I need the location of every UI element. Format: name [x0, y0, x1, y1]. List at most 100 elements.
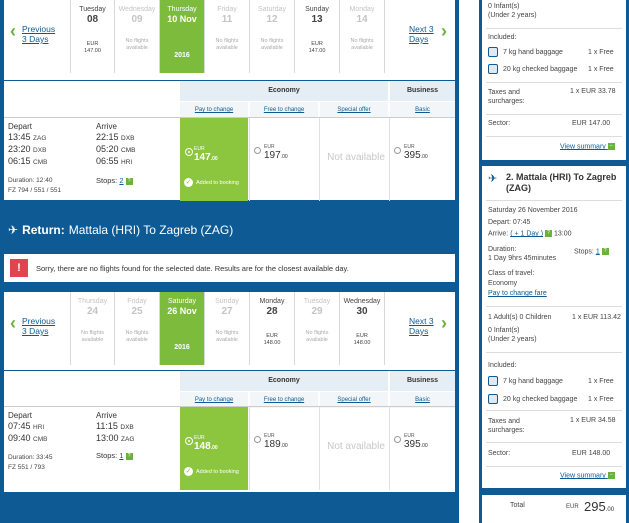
fare-amount: 197.00 [264, 150, 288, 161]
day-date: 24 [86, 306, 99, 317]
date-tab[interactable]: Wednesday 30 EUR 148.00 [340, 292, 385, 365]
basic-link[interactable]: Basic [390, 392, 455, 408]
info-icon[interactable]: ? [125, 177, 133, 185]
next-days-button[interactable]: Next 3 Days › [409, 314, 447, 336]
day-name: Monday [259, 298, 285, 305]
notice-text: Sorry, there are no flights found for th… [36, 264, 349, 273]
not-available: Not available [327, 441, 385, 452]
no-flights-note: No flights available [215, 38, 239, 51]
date-tab[interactable]: Monday 28 EUR 148.00 [250, 292, 295, 365]
pay-to-change-link[interactable]: Pay to change [180, 392, 248, 408]
total-label: Total [510, 502, 525, 509]
fare-pay-to-change-selected[interactable]: EUR 148.00 ✓ Added to booking [180, 407, 248, 490]
view-summary-link[interactable]: View summary – [560, 472, 615, 479]
fare-pay-to-change-selected[interactable]: EUR 147.00 ✓ Added to booking [180, 118, 248, 201]
arrive-time: 13:00 [96, 433, 119, 443]
info-icon[interactable]: ? [125, 452, 133, 460]
no-flights-note: No flights available [305, 330, 329, 343]
depart-label: Depart: [488, 219, 511, 226]
day-date: 08 [86, 14, 99, 25]
fare-currency: EUR [194, 146, 205, 152]
duration-value: 1 Day 9hrs 45minutes [488, 255, 557, 262]
free-to-change-link[interactable]: Free to change [250, 102, 318, 118]
prev-days-button[interactable]: ‹ Previous 3 Days [10, 314, 62, 336]
date-tab[interactable]: Wednesday 09 No flights available [115, 0, 160, 73]
fare-business[interactable]: EUR 395.00 [390, 118, 455, 201]
depart-block: Depart 13:45 ZAG 23:20 DXB 06:15 CMB Dur… [8, 122, 61, 196]
depart-time: 13:45 [8, 132, 31, 142]
next-days-label: Next 3 Days [409, 316, 434, 336]
stops-link[interactable]: 1 [119, 451, 124, 460]
airport-code: HRI [33, 424, 45, 431]
return-label: Return: [22, 223, 65, 237]
date-tabs: Tuesday 08 EUR 147.00 Wednesday 09 No flights … [70, 0, 385, 73]
date-tab[interactable]: Friday 25 No flights available [115, 292, 160, 365]
date-tab[interactable]: Saturday 26 Nov 2016 [160, 292, 205, 365]
economy-header: Economy [180, 81, 388, 101]
fare-currency: EUR [404, 144, 415, 150]
fare-amount: 148.00 [194, 441, 218, 452]
airport-code: DXB [121, 135, 135, 142]
checked-baggage: 20 kg checked baggage [503, 66, 578, 73]
no-flights-note: No flights available [350, 38, 374, 51]
date-tab[interactable]: Thursday 10 Nov 2016 [160, 0, 205, 73]
stops-link[interactable]: 1 [595, 248, 600, 256]
date-tabs: Thursday 24 No flights available Friday 25 No… [70, 292, 385, 365]
special-offer-link[interactable]: Special offer [320, 392, 388, 408]
checked-baggage-icon [488, 394, 498, 404]
next-days-button[interactable]: Next 3 Days › [409, 22, 447, 44]
plane-icon: ✈ [8, 223, 19, 237]
date-tab[interactable]: Saturday 12 No flights available [250, 0, 295, 73]
pay-to-change-link[interactable]: Pay to change [180, 102, 248, 118]
date-tab[interactable]: Friday 11 No flights available [205, 0, 250, 73]
radio-selected-icon [186, 149, 192, 155]
fare-amount: 395.00 [404, 439, 428, 450]
checked-baggage-icon [488, 64, 498, 74]
stops-link[interactable]: 2 [119, 176, 124, 185]
airport-code: ZAG [121, 436, 135, 443]
depart-block: Depart 07:45 HRI 09:40 CMB Duration: 33:… [8, 411, 52, 473]
summary-leg1: 0 Infant(s) (Under 2 years) Included: 7 … [482, 0, 626, 160]
taxes-value: 1 x EUR 34.58 [570, 417, 616, 424]
business-header: Business [390, 371, 455, 391]
date-tab[interactable]: Thursday 24 No flights available [70, 292, 115, 365]
fare-business[interactable]: EUR 395.00 [390, 407, 455, 490]
date-tab[interactable]: Tuesday 08 EUR 147.00 [70, 0, 115, 73]
info-icon[interactable]: ? [601, 248, 609, 255]
date-tab[interactable]: Sunday 27 No flights available [205, 292, 250, 365]
fare-amount: 189.00 [264, 439, 288, 450]
day-name: Tuesday [79, 6, 106, 13]
day-name: Saturday [257, 6, 287, 13]
arrive-block: Arrive 11:15 DXB 13:00 ZAG [96, 411, 134, 445]
arrive-label: Arrive [96, 411, 117, 420]
date-tab[interactable]: Sunday 13 EUR 147.00 [295, 0, 340, 73]
info-icon[interactable]: ? [545, 230, 553, 237]
day-price: EUR 147.00 [308, 41, 326, 54]
day-name: Wednesday [343, 298, 381, 305]
fare-free-to-change[interactable]: EUR 189.00 [250, 407, 318, 490]
day-date: 11 [221, 14, 233, 25]
basic-link[interactable]: Basic [390, 102, 455, 118]
gutter [459, 0, 479, 523]
expand-icon: – [607, 472, 615, 479]
flight-row: Depart 13:45 ZAG 23:20 DXB 06:15 CMB Dur… [4, 117, 455, 201]
airport-code: DXB [120, 424, 134, 431]
leg2-title: 2. Mattala (HRI) To Zagreb (ZAG) [506, 172, 617, 193]
view-summary-link[interactable]: View summary – [560, 143, 615, 150]
summary-leg2: ✈ 2. Mattala (HRI) To Zagreb (ZAG) Satur… [482, 166, 626, 488]
fare-free-to-change[interactable]: EUR 197.00 [250, 118, 318, 201]
under2: (Under 2 years) [488, 336, 537, 343]
added-to-booking: ✓ Added to booking [184, 178, 239, 187]
day-price: EUR 148.00 [263, 333, 281, 346]
prev-days-button[interactable]: ‹ Previous 3 Days [10, 22, 62, 44]
day-date: 13 [311, 14, 323, 25]
fare-type-link[interactable]: Pay to change fare [488, 290, 547, 297]
business-header: Business [390, 81, 455, 101]
radio-icon [254, 147, 261, 154]
flight-row: Depart 07:45 HRI 09:40 CMB Duration: 33:… [4, 406, 455, 490]
free-to-change-link[interactable]: Free to change [250, 392, 318, 408]
date-tab[interactable]: Tuesday 29 No flights available [295, 292, 340, 365]
economy-header: Economy [180, 371, 388, 391]
date-tab[interactable]: Monday 14 No flights available [340, 0, 385, 73]
special-offer-link[interactable]: Special offer [320, 102, 388, 118]
